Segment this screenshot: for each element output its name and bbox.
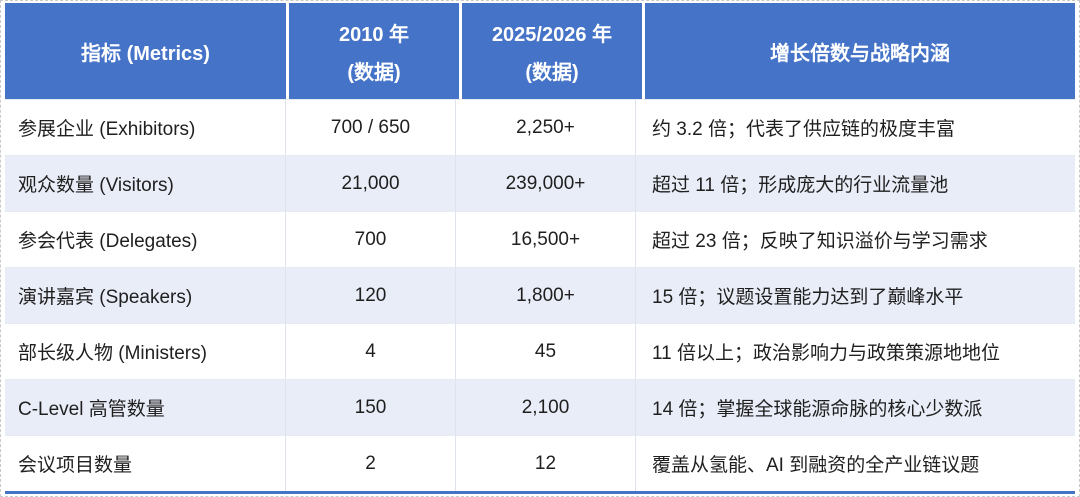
value-2010-cell: 700 / 650	[286, 99, 456, 155]
header-metrics-label: 指标 (Metrics)	[81, 42, 210, 65]
growth-note-cell: 约 3.2 倍；代表了供应链的极度丰富	[636, 99, 1075, 155]
value-2025-cell: 1,800+	[456, 267, 636, 323]
table-row: 演讲嘉宾 (Speakers) 120 1,800+ 15 倍；议题设置能力达到…	[5, 267, 1075, 323]
metric-cell: 参会代表 (Delegates)	[5, 211, 286, 267]
growth-note-cell: 11 倍以上；政治影响力与政策策源地地位	[636, 323, 1075, 379]
header-2025-label: 2025/2026 年	[491, 23, 613, 46]
value-2025-cell: 239,000+	[456, 155, 636, 211]
growth-note-cell: 超过 23 倍；反映了知识溢价与学习需求	[636, 211, 1075, 267]
metrics-table: 指标 (Metrics) 2010 年 (数据) 2025/2026 年 (数据…	[5, 3, 1075, 494]
growth-note-cell: 覆盖从氢能、AI 到融资的全产业链议题	[636, 435, 1075, 491]
table-row: C-Level 高管数量 150 2,100 14 倍；掌握全球能源命脉的核心少…	[5, 379, 1075, 435]
value-2010-cell: 21,000	[286, 155, 456, 211]
growth-note-cell: 超过 11 倍；形成庞大的行业流量池	[636, 155, 1075, 211]
metric-cell: C-Level 高管数量	[5, 379, 286, 435]
value-2010-cell: 700	[286, 211, 456, 267]
value-2025-cell: 2,100	[456, 379, 636, 435]
header-2025-sub: (数据)	[525, 61, 579, 84]
value-2025-cell: 2,250+	[456, 99, 636, 155]
table-header-row: 指标 (Metrics) 2010 年 (数据) 2025/2026 年 (数据…	[5, 3, 1075, 99]
header-growth-label: 增长倍数与战略内涵	[770, 42, 950, 65]
value-2025-cell: 16,500+	[456, 211, 636, 267]
table-row: 参会代表 (Delegates) 700 16,500+ 超过 23 倍；反映了…	[5, 211, 1075, 267]
value-2010-cell: 120	[286, 267, 456, 323]
header-2010-label: 2010 年	[338, 23, 410, 46]
table-row: 会议项目数量 2 12 覆盖从氢能、AI 到融资的全产业链议题	[5, 435, 1075, 491]
growth-note-cell: 15 倍；议题设置能力达到了巅峰水平	[636, 267, 1075, 323]
metric-cell: 观众数量 (Visitors)	[5, 155, 286, 211]
metric-cell: 参展企业 (Exhibitors)	[5, 99, 286, 155]
value-2010-cell: 150	[286, 379, 456, 435]
table-row: 部长级人物 (Ministers) 4 45 11 倍以上；政治影响力与政策策源…	[5, 323, 1075, 379]
value-2010-cell: 2	[286, 435, 456, 491]
header-metrics: 指标 (Metrics)	[5, 3, 286, 99]
growth-note-cell: 14 倍；掌握全球能源命脉的核心少数派	[636, 379, 1075, 435]
header-growth: 增长倍数与战略内涵	[645, 3, 1075, 99]
metric-cell: 演讲嘉宾 (Speakers)	[5, 267, 286, 323]
header-2010-sub: (数据)	[347, 61, 401, 84]
metric-cell: 会议项目数量	[5, 435, 286, 491]
value-2025-cell: 12	[456, 435, 636, 491]
table-row: 观众数量 (Visitors) 21,000 239,000+ 超过 11 倍；…	[5, 155, 1075, 211]
table-row: 参展企业 (Exhibitors) 700 / 650 2,250+ 约 3.2…	[5, 99, 1075, 155]
value-2010-cell: 4	[286, 323, 456, 379]
value-2025-cell: 45	[456, 323, 636, 379]
header-2025: 2025/2026 年 (数据)	[462, 3, 642, 99]
metric-cell: 部长级人物 (Ministers)	[5, 323, 286, 379]
header-2010: 2010 年 (数据)	[289, 3, 459, 99]
